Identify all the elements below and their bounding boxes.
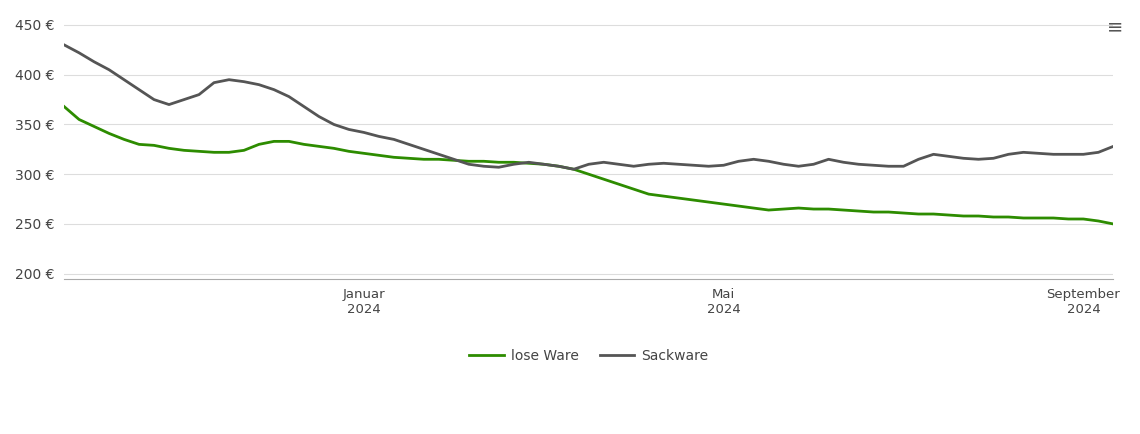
lose Ware: [567, 167, 580, 172]
Line: lose Ware: lose Ware: [64, 107, 1114, 224]
lose Ware: [1047, 215, 1060, 220]
Legend: lose Ware, Sackware: lose Ware, Sackware: [464, 344, 714, 369]
lose Ware: [686, 197, 700, 203]
Sackware: [1061, 152, 1075, 157]
lose Ware: [447, 158, 461, 163]
Line: Sackware: Sackware: [64, 45, 1114, 169]
Sackware: [866, 163, 880, 168]
Sackware: [88, 59, 101, 64]
Sackware: [702, 164, 716, 169]
Sackware: [57, 42, 71, 47]
Sackware: [567, 167, 580, 172]
Sackware: [357, 130, 370, 135]
lose Ware: [88, 124, 101, 129]
lose Ware: [57, 104, 71, 109]
Sackware: [581, 161, 595, 167]
lose Ware: [357, 151, 370, 156]
lose Ware: [1107, 221, 1121, 227]
Sackware: [1107, 144, 1121, 149]
Text: ≡: ≡: [1107, 17, 1123, 36]
